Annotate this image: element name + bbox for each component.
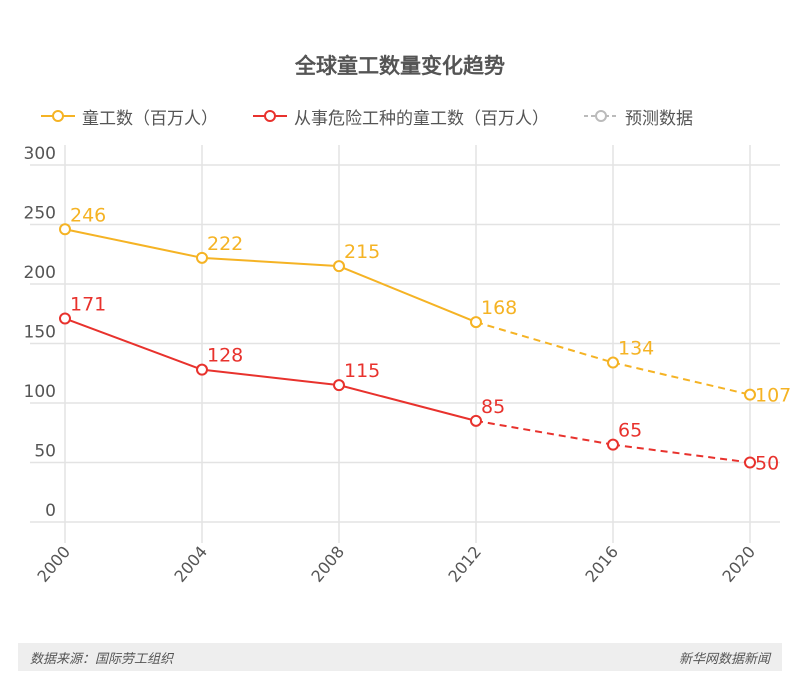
data-point-marker [59,312,71,325]
data-label: 50 [755,453,779,475]
data-label: 171 [70,294,106,316]
legend-item-forecast[interactable]: 预测数据 [583,104,693,129]
series-line-segment [338,384,477,422]
data-point-marker [196,363,208,376]
data-point-marker [333,260,345,273]
data-label: 168 [481,297,517,319]
data-point-marker [470,414,482,427]
legend: 童工数（百万人） 从事危险工种的童工数（百万人） 预测数据 [40,103,727,129]
series-line-segment [338,265,477,324]
data-point-marker [196,251,208,264]
x-tick-label: 2008 [307,542,348,585]
x-tick-label: 2012 [444,542,485,585]
chart-title: 全球童工数量变化趋势 [295,54,505,78]
x-tick-label: 2004 [170,542,211,585]
data-point-marker [744,456,756,469]
data-label: 65 [618,420,642,442]
footer-bar: 数据来源：国际劳工组织 新华网数据新闻 [18,643,782,671]
data-point-marker [607,356,619,369]
data-label: 246 [70,204,106,226]
y-tick-label: 150 [24,323,56,343]
y-tick-label: 300 [24,144,56,164]
legend-label: 预测数据 [625,108,693,129]
brand-credit: 新华网数据新闻 [678,651,770,667]
y-tick-label: 200 [24,263,56,283]
x-tick-label: 2016 [581,542,622,585]
data-label: 115 [344,360,380,382]
data-label: 128 [207,345,243,367]
legend-label: 从事危险工种的童工数（百万人） [294,108,549,129]
series-line-segment [201,368,340,387]
data-label: 134 [618,338,654,360]
data-label: 85 [481,396,505,418]
legend-line-marker-icon [253,110,287,122]
series-forecast-segment [612,361,751,396]
data-label: 107 [755,385,791,407]
x-tick-label: 2020 [718,542,759,585]
series-line-segment [64,228,203,259]
data-point-marker [744,388,756,401]
legend-item-hazardous-child-labor[interactable]: 从事危险工种的童工数（百万人） [252,104,549,129]
data-source: 数据来源：国际劳工组织 [30,651,174,667]
series-forecast-segment [612,443,751,464]
data-point-marker [59,223,71,236]
data-label: 215 [344,241,380,263]
y-tick-label: 0 [45,501,56,521]
legend-item-child-labor[interactable]: 童工数（百万人） [40,104,218,129]
y-tick-label: 50 [34,442,56,462]
series-forecast-segment [475,321,614,364]
series-line-segment [201,256,340,268]
legend-dashed-marker-icon [584,110,618,122]
data-label: 222 [207,233,243,255]
legend-line-marker-icon [41,110,75,122]
series-line-segment [64,317,203,371]
data-point-marker [333,379,345,392]
line-chart: 0 50 100 150 200 250 300 2000 2004 2008 2012 2016 20… [24,144,792,586]
y-tick-label: 250 [24,204,56,224]
legend-label: 童工数（百万人） [82,108,218,129]
series-forecast-segment [475,419,614,446]
x-tick-label: 2000 [33,542,74,585]
data-point-marker [607,438,619,451]
y-tick-label: 100 [24,382,56,402]
data-point-marker [470,316,482,329]
